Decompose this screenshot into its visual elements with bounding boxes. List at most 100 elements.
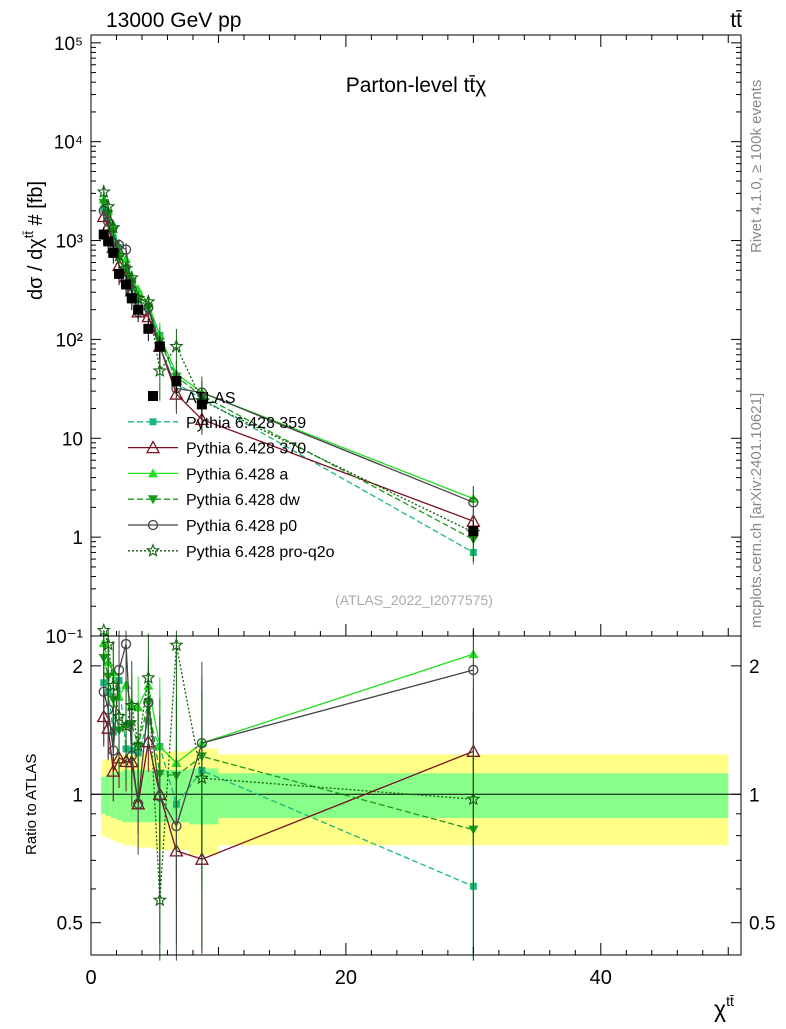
ratio-point-pq2o xyxy=(101,636,116,651)
ratio-line-pp0 xyxy=(103,643,474,828)
point-pq2o xyxy=(124,270,139,284)
series-line-pq2o xyxy=(103,191,474,533)
atlas-point xyxy=(103,236,114,247)
point-pp0 xyxy=(120,244,132,255)
legend-label-atlas: ATLAS xyxy=(186,390,236,407)
band-inner-bin xyxy=(168,770,190,823)
atlas-point xyxy=(126,293,137,304)
atlas-point xyxy=(143,323,154,334)
ratio-plot-frame xyxy=(90,635,742,956)
legend-marker-pa xyxy=(148,468,158,478)
y-axis-label-sup: tt̄ xyxy=(21,231,36,239)
legend-label-pp0: Pythia 6.428 p0 xyxy=(186,518,297,535)
ratio-tick-label-right: 2 xyxy=(749,657,760,678)
header-process: tt̄ xyxy=(730,9,742,32)
y-tick-label: 10 xyxy=(62,429,83,450)
ratio-point-pq2o xyxy=(466,791,481,806)
ratio-tick-label-right: 1 xyxy=(749,785,760,806)
atlas-point xyxy=(98,229,109,240)
y-axis-label-b: # [fb] xyxy=(25,181,47,231)
ratio-point-pq2o xyxy=(96,623,111,637)
band-inner-bin xyxy=(101,776,106,814)
ratio-point-pq2o xyxy=(124,697,139,712)
x-axis-label-sup: tt̄ xyxy=(726,993,734,1009)
legend-label-pq2o: Pythia 6.428 pro-q2o xyxy=(186,544,335,561)
ratio-point-pp0 xyxy=(171,820,182,832)
ratio-tick-label-right: 0.5 xyxy=(749,914,775,935)
atlas-point xyxy=(468,526,479,537)
ratio-point-pq2o xyxy=(169,637,184,652)
ratio-point-pp0 xyxy=(108,745,119,756)
ratio-point-pq2o xyxy=(111,709,127,723)
point-pp0 xyxy=(468,497,479,508)
ratio-point-pq2o xyxy=(152,892,167,907)
y-tick-label: 10² xyxy=(56,330,83,351)
point-pq2o xyxy=(101,199,116,213)
y-tick-label: 10⁻¹ xyxy=(46,627,84,648)
band-inner-bin xyxy=(116,771,123,821)
legend-entry-pa: Pythia 6.428 a xyxy=(128,466,288,483)
ratio-point-pq2o xyxy=(131,738,146,752)
watermark: (ATLAS_2022_I2077575) xyxy=(335,592,493,608)
series-line-p370 xyxy=(103,216,474,522)
legend-marker-pp0 xyxy=(147,519,159,531)
y-axis-label: dσ / dχtt̄ # [fb] xyxy=(21,181,47,300)
ratio-point-pp0 xyxy=(154,791,165,802)
band-inner-bin xyxy=(122,770,129,823)
mcplots-label: mcplots.cern.ch [arXiv:2401.10621] xyxy=(748,393,765,628)
series-layer xyxy=(96,184,481,961)
legend-marker-pq2o xyxy=(145,543,161,557)
atlas-point xyxy=(171,375,182,386)
ratio-tick-label: 0.5 xyxy=(57,914,83,935)
atlas-point xyxy=(108,247,119,258)
point-pq2o xyxy=(169,338,184,353)
legend-entry-pdw: Pythia 6.428 dw xyxy=(128,492,300,509)
ratio-point-pp0 xyxy=(468,664,479,676)
point-pa xyxy=(121,254,132,264)
ratio-line-pq2o xyxy=(103,630,474,901)
point-pq2o xyxy=(141,294,156,308)
ratio-point-pq2o xyxy=(141,670,156,684)
series-line-pp0 xyxy=(103,210,474,503)
y-tick-label: 10³ xyxy=(56,232,83,253)
band-inner-bin xyxy=(105,774,111,816)
point-pq2o xyxy=(96,184,111,199)
series-line-pdw xyxy=(103,202,474,540)
rivet-version-label: Rivet 4.1.0, ≥ 100k events xyxy=(748,80,765,253)
point-pq2o xyxy=(152,363,167,377)
atlas-point xyxy=(154,341,165,352)
legend-entry-pp0: Pythia 6.428 p0 xyxy=(128,518,297,535)
legend-marker-pdw xyxy=(148,495,158,505)
legend-marker-p370 xyxy=(145,440,161,454)
y-axis-label-a: dσ / dχ xyxy=(25,238,47,300)
legend-label-pdw: Pythia 6.428 dw xyxy=(186,492,300,509)
legend-marker-atlas xyxy=(148,391,158,401)
atlas-point xyxy=(114,268,125,279)
point-pq2o xyxy=(106,220,121,234)
point-pq2o xyxy=(118,261,134,275)
chart-title: Parton-level tt̄χ xyxy=(346,74,487,97)
legend-marker-p359 xyxy=(149,418,157,426)
x-tick-label: 40 xyxy=(590,967,612,989)
ratio-tick-label: 2 xyxy=(72,657,83,678)
x-axis-label-a: χ xyxy=(714,996,726,1022)
legend-entry-pq2o: Pythia 6.428 pro-q2o xyxy=(128,543,335,561)
series-atlas xyxy=(98,226,479,543)
atlas-point xyxy=(133,304,144,315)
ratio-tick-label: 1 xyxy=(72,785,83,806)
ratio-y-axis-label: Ratio to ATLAS xyxy=(23,754,40,855)
legend-label-p359: Pythia 6.428 359 xyxy=(186,415,306,432)
atlas-point xyxy=(196,399,207,410)
y-tick-label: 1 xyxy=(72,528,83,549)
legend: ATLAS Pythia 6.428 359 Pythia 6.428 370 Pyt… xyxy=(128,390,335,561)
legend-label-pa: Pythia 6.428 a xyxy=(186,466,288,483)
y-tick-label: 10⁵ xyxy=(54,34,83,55)
legend-label-p370: Pythia 6.428 370 xyxy=(186,441,306,458)
band-inner-bin xyxy=(189,768,219,825)
ratio-point-pq2o xyxy=(194,770,210,785)
legend-entry-atlas: ATLAS xyxy=(148,390,236,407)
x-axis-label: χtt̄ xyxy=(714,993,734,1022)
ratio-point-pp0 xyxy=(103,704,114,715)
